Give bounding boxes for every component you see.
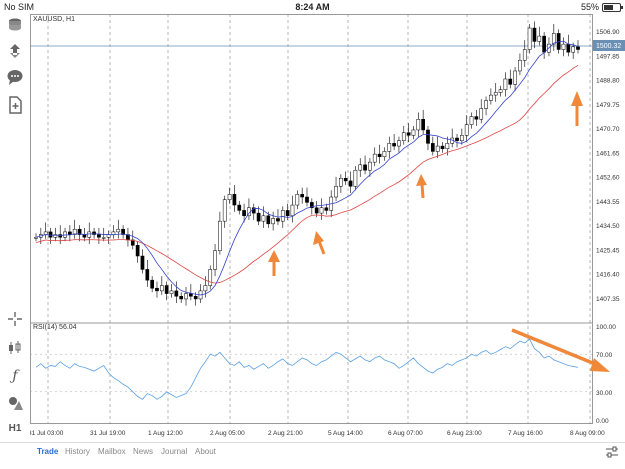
up-arrow-4	[571, 91, 583, 106]
rsi-level-label: 100.00	[596, 324, 616, 331]
objects-icon[interactable]	[5, 394, 25, 414]
rsi-axis: 100.00 70.00 30.00 0.00	[596, 324, 616, 425]
coins-icon[interactable]	[5, 16, 25, 36]
chat-icon[interactable]	[5, 68, 25, 88]
time-tick-label: 7 Aug 16:00	[508, 430, 543, 437]
time-axis: 31 Jul 03:00 31 Jul 19:00 1 Aug 12:00 2 Aug…	[28, 430, 605, 437]
settings-icon[interactable]	[605, 445, 619, 459]
rsi-level-label: 30.00	[596, 390, 613, 397]
price-chart[interactable]: XAUUSD, H1 RSI(14) 56.04 1506.901497.851…	[28, 14, 625, 439]
indicator-f-icon[interactable]: ƒ	[12, 368, 18, 384]
left-toolbar: ƒ H1	[0, 14, 30, 439]
symbol-label: XAUUSD, H1	[33, 16, 75, 23]
time-tick-label: 6 Aug 07:00	[388, 430, 423, 437]
price-tick-label: 1479.75	[596, 102, 620, 109]
up-arrow-2	[313, 231, 324, 245]
price-axis: 1506.90 1497.85 1488.80 1479.75 1470.70 1461.…	[596, 29, 620, 303]
moving-average-slow	[35, 64, 579, 284]
down-arrow-rsi	[590, 358, 610, 372]
time-tick-label: 8 Aug 09:00	[570, 430, 605, 437]
rsi-level-label: 70.00	[596, 352, 613, 359]
tab-mailbox[interactable]: Mailbox	[98, 447, 126, 456]
price-tick-label: 1506.90	[596, 29, 620, 36]
rsi-level-label: 0.00	[596, 418, 609, 425]
tab-trade[interactable]: Trade	[37, 447, 59, 456]
time-tick-label: 5 Aug 14:00	[328, 430, 363, 437]
price-tick-label: 1425.45	[596, 247, 620, 254]
time-tick-label: 6 Aug 23:00	[447, 430, 482, 437]
bottom-strip	[0, 462, 625, 469]
price-tick-label: 1461.65	[596, 150, 620, 157]
rsi-label: RSI(14) 56.04	[33, 324, 77, 331]
tab-about[interactable]: About	[195, 447, 216, 456]
candles	[34, 21, 580, 306]
time-tick-label: 31 Jul 03:00	[30, 430, 64, 437]
annotation-arrows	[268, 91, 610, 372]
bottom-tab-bar: Trade History Mailbox News Journal About	[0, 442, 625, 462]
new-order-icon[interactable]	[5, 42, 25, 62]
price-tick-label: 1488.80	[596, 78, 620, 85]
price-tick-label: 1497.85	[596, 53, 620, 60]
battery-icon	[602, 3, 623, 12]
crosshair-icon[interactable]	[5, 310, 25, 330]
up-arrow-3	[416, 174, 427, 186]
time-tick-label: 2 Aug 21:00	[268, 430, 303, 437]
up-arrow-1	[268, 250, 280, 262]
price-tick-label: 1452.60	[596, 175, 620, 182]
time-tick-label: 1 Aug 12:00	[148, 430, 183, 437]
price-tick-label: 1416.40	[596, 272, 620, 279]
current-price-tag: 1500.32	[593, 40, 625, 51]
moving-average-fast	[35, 40, 579, 296]
candles-icon[interactable]	[5, 339, 25, 359]
clock: 8:24 AM	[295, 2, 330, 12]
rsi-line	[35, 338, 579, 400]
tab-journal[interactable]: Journal	[161, 447, 188, 456]
document-icon[interactable]	[5, 96, 25, 116]
status-bar: No SIM 8:24 AM 55%	[0, 0, 625, 14]
price-tick-label: 1470.70	[596, 126, 620, 133]
battery-percent: 55%	[580, 2, 599, 12]
svg-text:1500.32: 1500.32	[596, 43, 621, 50]
price-tick-label: 1407.35	[596, 296, 620, 303]
time-tick-label: 31 Jul 19:00	[90, 430, 126, 437]
chart-area[interactable]: XAUUSD, H1 RSI(14) 56.04 1506.90 1497.85 1…	[28, 14, 625, 439]
timeframe-h1[interactable]: H1	[8, 423, 22, 434]
tab-news[interactable]: News	[133, 447, 154, 456]
carrier-label: No SIM	[4, 2, 35, 12]
price-tick-label: 1434.50	[596, 223, 620, 230]
time-tick-label: 2 Aug 05:00	[210, 430, 245, 437]
tab-history[interactable]: History	[65, 447, 90, 456]
price-tick-label: 1443.55	[596, 199, 620, 206]
